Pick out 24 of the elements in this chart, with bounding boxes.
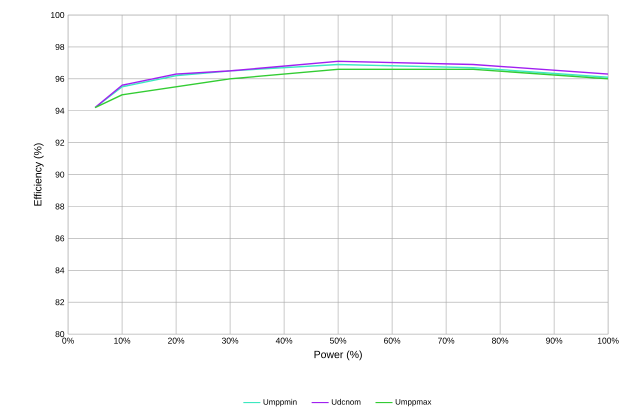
y-tick-label: 90 — [56, 172, 64, 178]
y-tick-label: 82 — [56, 299, 64, 306]
x-tick-label: 90% — [546, 338, 562, 344]
x-tick-label: 0% — [62, 338, 74, 344]
x-tick-label: 100% — [598, 338, 619, 344]
y-tick-label: 88 — [56, 203, 64, 210]
y-tick-label: 84 — [56, 267, 64, 274]
y-tick-label: 86 — [56, 235, 64, 242]
y-tick-label: 80 — [56, 331, 64, 338]
x-tick-label: 30% — [222, 338, 238, 344]
x-axis-title: Power (%) — [314, 350, 362, 360]
y-tick-label: 98 — [56, 44, 64, 50]
x-tick-label: 70% — [438, 338, 454, 344]
y-tick-label: 96 — [56, 76, 64, 82]
x-tick-label: 10% — [114, 338, 130, 344]
y-axis-title: Efficiency (%) — [34, 143, 44, 206]
x-tick-label: 20% — [168, 338, 184, 344]
x-tick-label: 50% — [330, 338, 346, 344]
x-tick-label: 60% — [384, 338, 400, 344]
y-tick-label: 100 — [51, 12, 64, 18]
y-tick-label: 94 — [56, 108, 64, 114]
x-tick-label: 40% — [276, 338, 292, 344]
x-tick-label: 80% — [492, 338, 508, 344]
y-tick-label: 92 — [56, 140, 64, 146]
